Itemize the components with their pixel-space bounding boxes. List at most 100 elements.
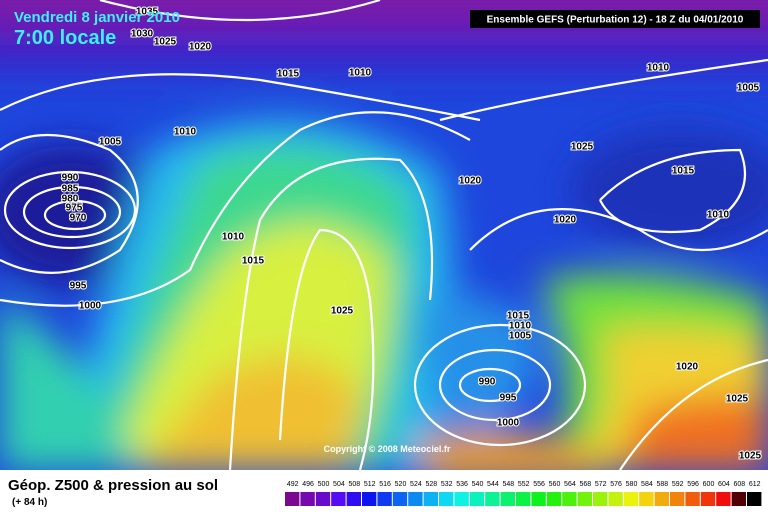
isobar-label: 1020 — [459, 176, 482, 187]
scale-swatch — [516, 492, 531, 506]
scale-label: 612 — [749, 481, 761, 488]
date-label: Vendredi 8 janvier 2010 — [14, 9, 180, 26]
isobar-label: 970 — [70, 213, 87, 224]
isobar-label: 1020 — [189, 42, 212, 53]
scale-label: 564 — [564, 481, 576, 488]
scale-swatch — [500, 492, 515, 506]
scale-swatch — [346, 492, 361, 506]
scale-label: 604 — [718, 481, 730, 488]
isobar-label: 1035 — [136, 7, 159, 18]
scale-label: 528 — [425, 481, 437, 488]
scale-swatch — [331, 492, 346, 506]
scale-swatch — [654, 492, 669, 506]
scale-swatch — [362, 492, 377, 506]
color-scale: 492 496 500 504 508 512 516 520 524 528 532 536 540 5… — [285, 481, 762, 506]
scale-label: 516 — [379, 481, 391, 488]
isobar-labels: 1035 1030 1025 1020 1015 1010 1005 1010 … — [61, 6, 763, 463]
scale-label: 540 — [472, 481, 484, 488]
isobar-label: 1010 — [647, 63, 670, 74]
isobar-label: 1025 — [726, 394, 749, 405]
scale-label: 508 — [348, 481, 360, 488]
isobar-label: 1000 — [497, 418, 520, 429]
isobar-label: 1015 — [507, 311, 530, 322]
scale-label: 584 — [641, 481, 653, 488]
isobar-label: 1015 — [672, 166, 695, 177]
scale-swatch — [285, 492, 300, 506]
scale-label: 580 — [626, 481, 638, 488]
isobar-label: 1005 — [737, 83, 760, 94]
scale-swatch — [639, 492, 654, 506]
isobar-label: 1015 — [242, 256, 265, 267]
scale-label: 536 — [456, 481, 468, 488]
isobars — [0, 0, 768, 470]
isobar-label: 1020 — [676, 362, 699, 373]
isobar-label: 1025 — [154, 37, 177, 48]
copyright: Copyright © 2008 Meteociel.fr — [324, 444, 451, 454]
scale-swatch — [670, 492, 685, 506]
isobar-label: 1005 — [99, 137, 122, 148]
isobar-label: 980 — [62, 194, 79, 205]
scale-swatch — [623, 492, 639, 506]
scale-swatch — [685, 492, 700, 506]
isobar-label: 1025 — [739, 451, 762, 462]
scale-label: 560 — [549, 481, 561, 488]
isobar-label: 1005 — [509, 331, 532, 342]
geopotential-field: 1035 1030 1025 1020 1015 1010 1005 1010 … — [0, 0, 768, 470]
scale-label: 552 — [518, 481, 530, 488]
scale-label: 600 — [703, 481, 715, 488]
isobar-label: 1025 — [331, 306, 354, 317]
scale-label: 572 — [595, 481, 607, 488]
isobar-label: 1010 — [349, 68, 372, 79]
scale-swatch — [408, 492, 423, 506]
scale-swatch — [315, 492, 331, 506]
scale-swatch — [531, 492, 546, 506]
scale-swatch — [439, 492, 454, 506]
scale-label: 608 — [733, 481, 745, 488]
scale-swatch — [608, 492, 623, 506]
lead-time: (+ 84 h) — [12, 497, 47, 508]
scale-label: 568 — [579, 481, 591, 488]
scale-label: 524 — [410, 481, 422, 488]
isobar-label: 1010 — [222, 232, 245, 243]
isobar-label: 1010 — [509, 321, 532, 332]
isobar-label: 1025 — [571, 142, 594, 153]
scale-label: 556 — [533, 481, 545, 488]
isobar-label: 990 — [479, 377, 496, 388]
isobar-label: 995 — [70, 281, 87, 292]
scale-label: 492 — [287, 481, 299, 488]
scale-label: 592 — [672, 481, 684, 488]
scale-label: 512 — [364, 481, 376, 488]
scale-swatch — [454, 492, 469, 506]
scale-label: 548 — [502, 481, 514, 488]
scale-swatch — [731, 492, 746, 506]
scale-swatch — [469, 492, 485, 506]
time-label: 7:00 locale — [14, 27, 116, 49]
scale-label: 520 — [395, 481, 407, 488]
scale-label: 496 — [302, 481, 314, 488]
isobar-label: 975 — [66, 203, 83, 214]
scale-swatch — [577, 492, 592, 506]
run-box — [470, 10, 760, 28]
isobar-label: 1015 — [277, 69, 300, 80]
scale-swatch — [377, 492, 392, 506]
scale-label: 544 — [487, 481, 499, 488]
isobar-label: 995 — [500, 393, 517, 404]
isobar-label: 1020 — [554, 215, 577, 226]
scale-swatch — [423, 492, 438, 506]
scale-label: 500 — [318, 481, 330, 488]
scale-label: 504 — [333, 481, 345, 488]
scale-label: 532 — [441, 481, 453, 488]
scale-swatch — [700, 492, 716, 506]
scale-swatch — [300, 492, 315, 506]
isobar-label: 985 — [62, 184, 79, 195]
scale-swatch — [485, 492, 500, 506]
isobar-label: 1010 — [707, 210, 730, 221]
isobar-label: 1000 — [79, 301, 102, 312]
scale-swatch — [747, 492, 762, 506]
scale-label: 596 — [687, 481, 699, 488]
isobar-label: 1030 — [131, 29, 154, 40]
scale-swatch — [716, 492, 731, 506]
scale-swatch — [593, 492, 608, 506]
isobar-label: 1010 — [174, 127, 197, 138]
scale-swatch — [546, 492, 562, 506]
